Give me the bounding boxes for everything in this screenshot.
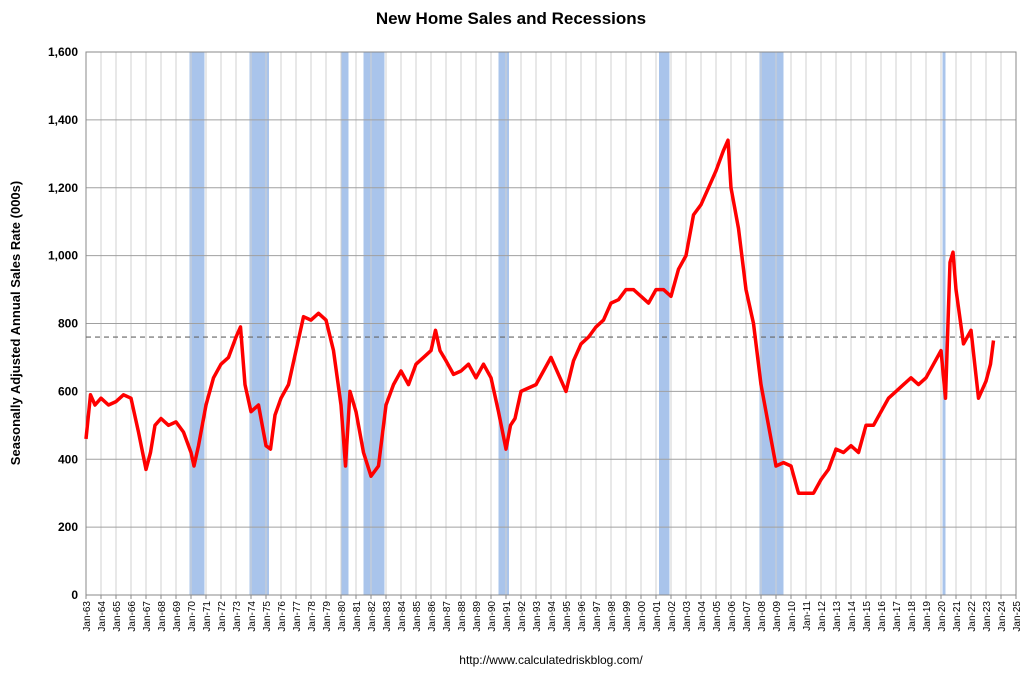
x-tick-label: Jan-96: [577, 601, 588, 632]
x-tick-label: Jan-91: [502, 601, 513, 632]
x-tick-label: Jan-17: [892, 601, 903, 632]
x-tick-label: Jan-94: [547, 601, 558, 632]
x-tick-label: Jan-01: [652, 601, 663, 632]
y-tick-label: 800: [58, 317, 78, 331]
x-tick-label: Jan-72: [217, 601, 228, 632]
x-tick-label: Jan-02: [667, 601, 678, 632]
x-tick-label: Jan-85: [412, 601, 423, 632]
x-tick-label: Jan-07: [742, 601, 753, 632]
y-axis-label: Seasonally Adjusted Annual Sales Rate (0…: [8, 181, 23, 465]
plot-frame: [85, 51, 1017, 596]
x-tick-label: Jan-98: [607, 601, 618, 632]
y-tick-label: 1,200: [48, 181, 78, 195]
x-tick-label: Jan-87: [442, 601, 453, 632]
x-tick-label: Jan-66: [127, 601, 138, 632]
x-tick-label: Jan-64: [97, 601, 108, 632]
x-tick-label: Jan-83: [382, 601, 393, 632]
x-tick-label: Jan-09: [772, 601, 783, 632]
source: http://www.calculatedriskblog.com/: [459, 653, 643, 667]
x-tick-label: Jan-11: [802, 601, 813, 631]
x-tick-label: Jan-25: [1012, 601, 1023, 632]
x-tick-label: Jan-75: [262, 601, 273, 632]
x-tick-label: Jan-84: [397, 601, 408, 632]
x-tick-label: Jan-10: [787, 601, 798, 632]
x-tick-label: Jan-77: [292, 601, 303, 632]
y-tick-label: 1,600: [48, 45, 78, 59]
x-tick-label: Jan-67: [142, 601, 153, 632]
x-tick-label: Jan-13: [832, 601, 843, 632]
x-tick-label: Jan-74: [247, 601, 258, 632]
x-tick-label: Jan-03: [682, 601, 693, 632]
x-tick-label: Jan-99: [622, 601, 633, 632]
x-tick-label: Jan-93: [532, 601, 543, 632]
y-tick-label: 600: [58, 384, 78, 398]
x-tick-label: Jan-68: [157, 601, 168, 632]
x-tick-label: Jan-71: [202, 601, 213, 632]
x-tick-label: Jan-15: [862, 601, 873, 632]
x-tick-label: Jan-89: [472, 601, 483, 632]
x-tick-label: Jan-76: [277, 601, 288, 632]
x-tick-label: Jan-18: [907, 601, 918, 632]
x-tick-label: Jan-16: [877, 601, 888, 632]
x-tick-label: Jan-70: [187, 601, 198, 632]
y-tick-label: 1,000: [48, 249, 78, 263]
x-tick-label: Jan-63: [82, 601, 93, 632]
y-tick-label: 200: [58, 520, 78, 534]
x-tick-label: Jan-14: [847, 601, 858, 632]
x-tick-label: Jan-20: [937, 601, 948, 632]
x-tick-label: Jan-95: [562, 601, 573, 632]
x-tick-label: Jan-82: [367, 601, 378, 632]
x-tick-label: Jan-81: [352, 601, 363, 632]
x-tick-label: Jan-80: [337, 601, 348, 632]
x-tick-label: Jan-86: [427, 601, 438, 632]
chart-title: New Home Sales and Recessions: [376, 9, 646, 28]
x-tick-label: Jan-00: [637, 601, 648, 632]
x-tick-label: Jan-08: [757, 601, 768, 632]
x-tick-label: Jan-04: [697, 601, 708, 632]
y-tick-label: 400: [58, 452, 78, 466]
x-tick-label: Jan-24: [997, 601, 1008, 632]
y-tick-label: 1,400: [48, 113, 78, 127]
x-tick-label: Jan-88: [457, 601, 468, 632]
x-tick-label: Jan-97: [592, 601, 603, 632]
x-tick-label: Jan-90: [487, 601, 498, 632]
x-tick-label: Jan-12: [817, 601, 828, 632]
y-tick-label: 0: [71, 588, 78, 602]
x-tick-label: Jan-65: [112, 601, 123, 632]
x-tick-label: Jan-73: [232, 601, 243, 632]
x-tick-label: Jan-92: [517, 601, 528, 632]
x-tick-label: Jan-78: [307, 601, 318, 632]
x-tick-label: Jan-21: [952, 601, 963, 632]
x-tick-label: Jan-69: [172, 601, 183, 632]
x-tick-label: Jan-22: [967, 601, 978, 632]
x-tick-label: Jan-05: [712, 601, 723, 632]
series-line: [84, 138, 996, 495]
x-tick-label: Jan-19: [922, 601, 933, 632]
x-tick-label: Jan-23: [982, 601, 993, 632]
x-tick-label: Jan-06: [727, 601, 738, 632]
x-tick-label: Jan-79: [322, 601, 333, 632]
